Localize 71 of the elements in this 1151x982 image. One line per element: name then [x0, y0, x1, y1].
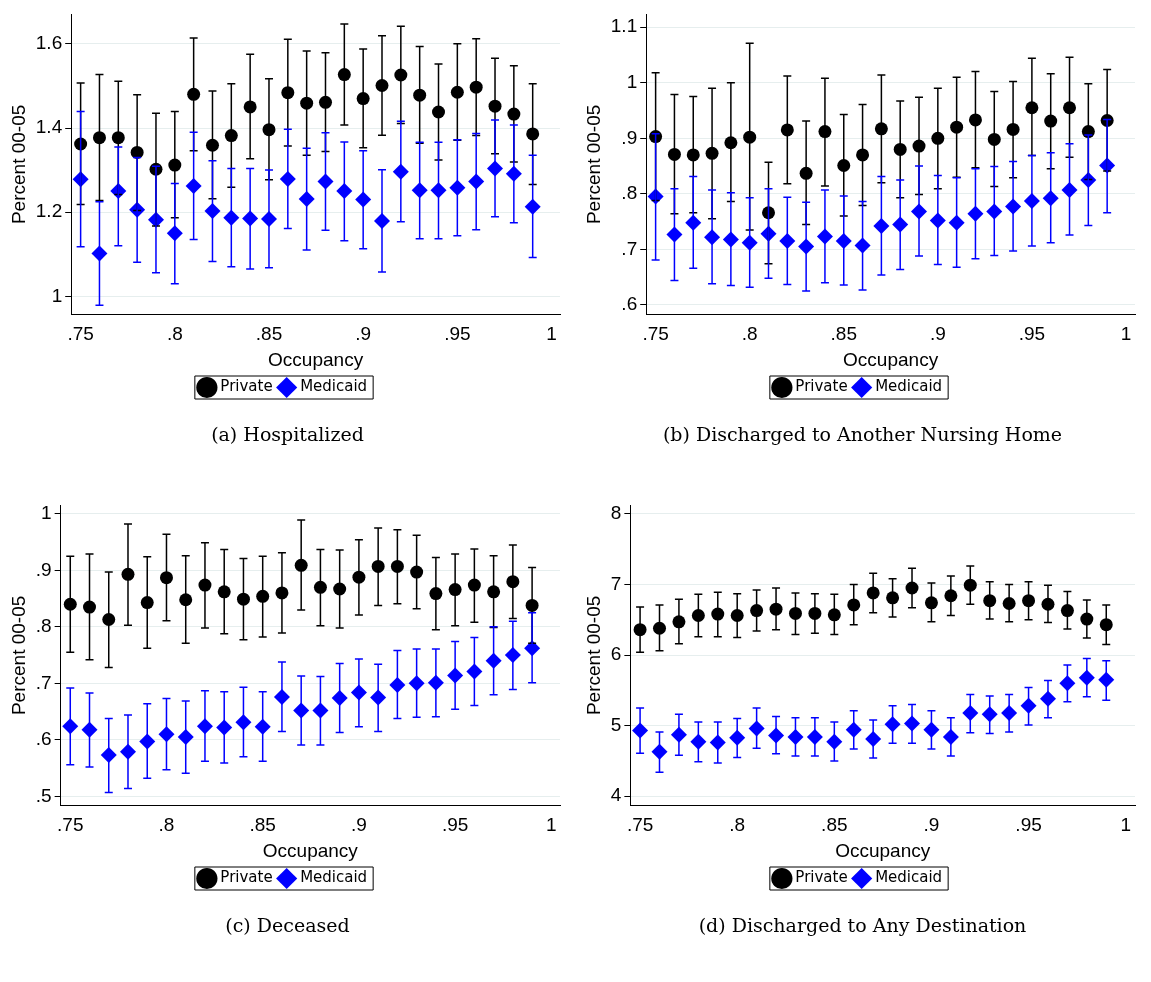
x-tick-label: 1	[1120, 814, 1131, 836]
x-tick-label: 1	[546, 814, 557, 836]
y-tick-label: 1	[51, 284, 63, 306]
x-tick-label: .8	[729, 814, 746, 836]
y-tick-label: 5	[610, 713, 622, 735]
y-tick-label: 1.1	[610, 15, 638, 37]
point	[667, 147, 681, 161]
legend-label: Private	[795, 868, 848, 887]
y-tick-label: .8	[621, 182, 638, 204]
x-tick-label: .95	[1018, 323, 1046, 345]
y-tick-label: .6	[621, 293, 638, 315]
x-tick-label: .9	[355, 323, 372, 345]
y-tick-label: .7	[35, 671, 52, 693]
y-tick-label: .8	[35, 615, 52, 637]
x-tick-label: .85	[821, 814, 848, 836]
y-tick-label: 1.4	[35, 116, 63, 138]
x-tick-label: .75	[67, 323, 94, 345]
y-tick-label: 8	[610, 502, 622, 524]
legend-label: Medicaid	[875, 868, 943, 887]
x-tick-label: .9	[350, 814, 367, 836]
y-axis-title: Percent 00-05	[582, 104, 604, 225]
legend-label: Private	[220, 868, 273, 887]
text: (a) Hospitalized	[210, 423, 365, 445]
x-axis-title: Occupancy	[268, 348, 364, 370]
legend-label: Private	[795, 377, 848, 396]
point	[1060, 604, 1074, 618]
x-tick-label: .9	[923, 814, 940, 836]
point	[450, 85, 464, 99]
x-tick-label: .75	[642, 323, 669, 345]
y-axis-title: Percent 00-05	[582, 595, 604, 716]
x-tick-label: .85	[249, 814, 276, 836]
x-tick-label: .95	[441, 814, 469, 836]
legend-label: Medicaid	[300, 377, 368, 396]
y-tick-label: .7	[621, 237, 638, 259]
x-axis-title: Occupancy	[262, 839, 359, 861]
x-tick-label: .8	[158, 814, 175, 836]
y-axis-title: Percent 00-05	[7, 595, 29, 716]
y-tick-label: .5	[35, 784, 52, 806]
text: (d) Discharged to Any Destination	[697, 914, 1028, 936]
x-axis-title: Occupancy	[843, 348, 939, 370]
x-tick-label: .95	[444, 323, 471, 345]
text: (c) Deceased	[224, 914, 351, 936]
x-tick-label: .8	[741, 323, 758, 345]
x-tick-label: .85	[255, 323, 283, 345]
x-tick-label: .8	[166, 323, 183, 345]
y-tick-label: 1.6	[35, 32, 63, 54]
y-tick-label: 1.2	[35, 200, 63, 222]
legend-label: Medicaid	[875, 377, 943, 396]
text: (b) Discharged to Another Nursing Home	[661, 423, 1064, 445]
x-tick-label: .9	[929, 323, 946, 345]
x-axis-title: Occupancy	[835, 839, 931, 861]
y-tick-label: 1	[41, 502, 52, 524]
point	[750, 604, 764, 618]
x-tick-label: .75	[626, 814, 654, 836]
y-tick-label: .6	[35, 728, 52, 750]
y-tick-label: 4	[610, 784, 622, 806]
y-tick-label: 7	[610, 572, 622, 594]
y-tick-label: .9	[35, 558, 52, 580]
point	[788, 606, 802, 620]
x-tick-label: .95	[1015, 814, 1042, 836]
y-tick-label: 1	[626, 70, 638, 92]
y-tick-label: 6	[610, 643, 622, 665]
legend-label: Private	[220, 377, 273, 396]
y-tick-label: .9	[621, 126, 638, 148]
x-tick-label: 1	[1120, 323, 1132, 345]
legend-label: Medicaid	[300, 868, 368, 887]
point	[432, 105, 446, 119]
x-tick-label: .75	[57, 814, 84, 836]
x-tick-label: .85	[830, 323, 857, 345]
y-axis-title: Percent 00-05	[7, 104, 29, 225]
x-tick-label: 1	[546, 323, 557, 345]
